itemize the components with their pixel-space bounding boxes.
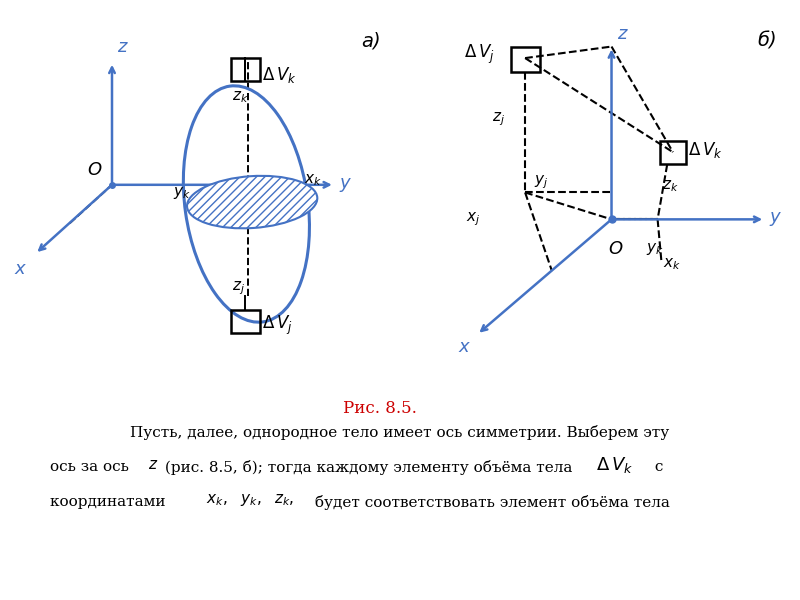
Text: $\Delta\,V_k$: $\Delta\,V_k$ bbox=[596, 455, 634, 475]
Ellipse shape bbox=[187, 176, 318, 229]
Text: $y$: $y$ bbox=[338, 176, 352, 194]
Text: $z$: $z$ bbox=[117, 38, 129, 56]
Text: $x_j$: $x_j$ bbox=[466, 211, 480, 228]
Text: $\Delta\,V_k$: $\Delta\,V_k$ bbox=[687, 140, 722, 160]
Text: координатами: координатами bbox=[50, 495, 170, 509]
Text: $z_k$: $z_k$ bbox=[662, 179, 678, 194]
Text: $x$: $x$ bbox=[14, 260, 27, 278]
Text: $x$: $x$ bbox=[458, 338, 471, 356]
Text: $x_k$: $x_k$ bbox=[663, 256, 682, 272]
Text: $y_k,$: $y_k,$ bbox=[240, 492, 262, 508]
Text: $\Delta\,V_j$: $\Delta\,V_j$ bbox=[262, 313, 293, 337]
Text: $z$: $z$ bbox=[148, 457, 158, 472]
Bar bbox=[231, 310, 260, 332]
Text: $z_k,$: $z_k,$ bbox=[274, 492, 294, 508]
Text: $y$: $y$ bbox=[769, 211, 782, 229]
Text: $z_j$: $z_j$ bbox=[232, 280, 245, 297]
Text: с: с bbox=[650, 460, 663, 474]
Bar bbox=[510, 47, 540, 71]
Text: а): а) bbox=[361, 31, 381, 50]
Text: $y_j$: $y_j$ bbox=[534, 173, 548, 191]
Text: $\Delta\,V_k$: $\Delta\,V_k$ bbox=[262, 65, 296, 85]
Text: (рис. 8.5, б); тогда каждому элементу объёма тела: (рис. 8.5, б); тогда каждому элементу об… bbox=[160, 460, 578, 475]
Text: $z_k$: $z_k$ bbox=[232, 89, 248, 105]
Text: $x_k,$: $x_k,$ bbox=[206, 492, 227, 508]
Text: Пусть, далее, однородное тело имеет ось симметрии. Выберем эту: Пусть, далее, однородное тело имеет ось … bbox=[130, 425, 670, 440]
Text: $y_k$: $y_k$ bbox=[646, 241, 664, 257]
Text: будет соответствовать элемент объёма тела: будет соответствовать элемент объёма тел… bbox=[310, 495, 670, 510]
Bar bbox=[231, 58, 260, 81]
Text: $\Delta\,V_j$: $\Delta\,V_j$ bbox=[464, 43, 494, 66]
Text: б): б) bbox=[757, 31, 777, 50]
Text: $y_k$: $y_k$ bbox=[174, 185, 191, 202]
Text: $z$: $z$ bbox=[618, 25, 629, 43]
Text: $O$: $O$ bbox=[87, 161, 102, 179]
Text: $x_k$: $x_k$ bbox=[304, 172, 322, 188]
Text: $z_j$: $z_j$ bbox=[493, 110, 506, 128]
Text: ось за ось: ось за ось bbox=[50, 460, 134, 474]
Text: $O$: $O$ bbox=[608, 241, 623, 259]
Text: Рис. 8.5.: Рис. 8.5. bbox=[343, 400, 417, 417]
Bar bbox=[659, 140, 686, 164]
